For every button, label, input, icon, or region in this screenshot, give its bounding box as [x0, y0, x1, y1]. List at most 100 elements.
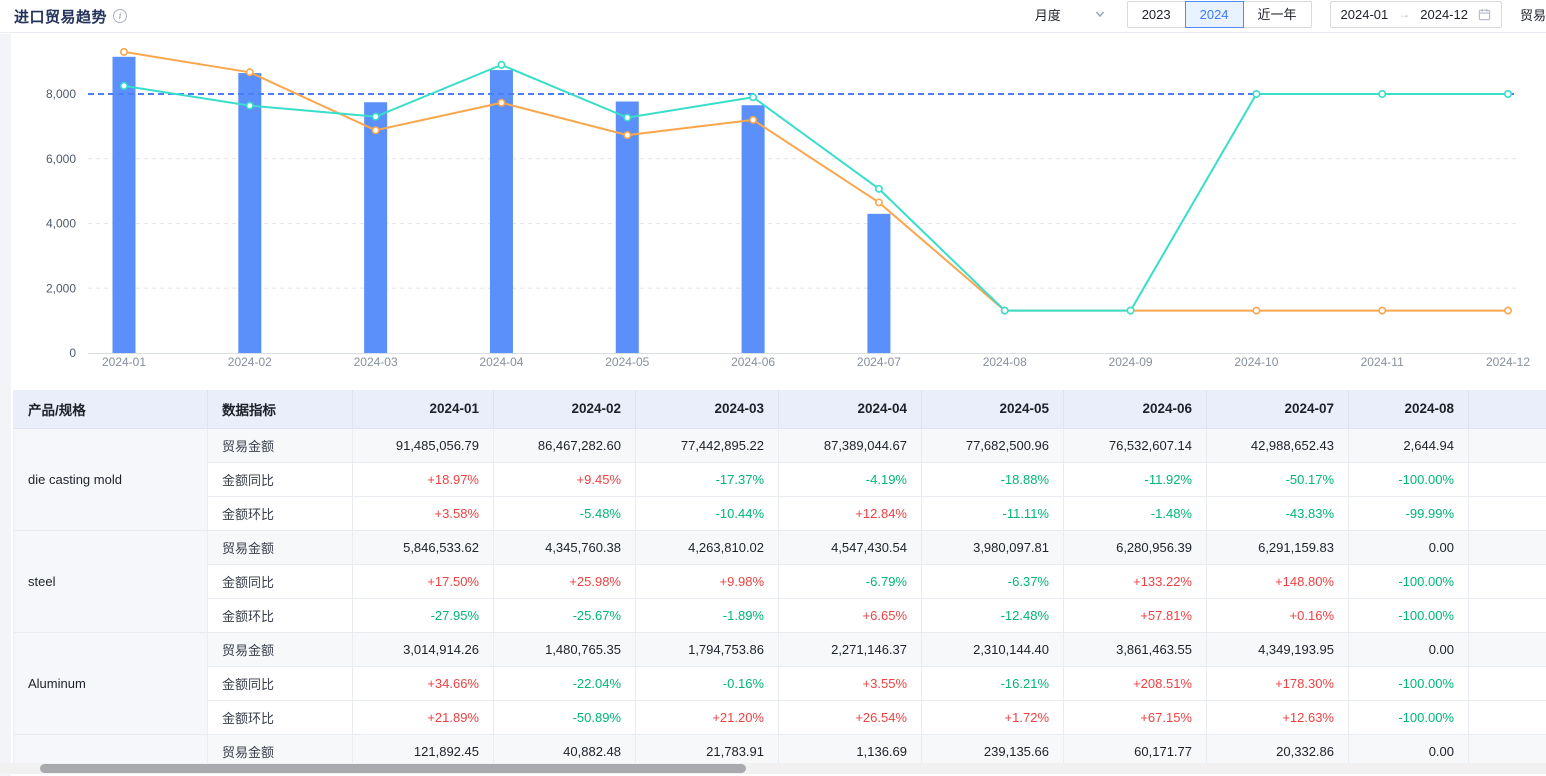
trend-line-teal-point[interactable]	[1252, 89, 1261, 98]
trend-line-orange-point[interactable]	[1252, 306, 1261, 315]
metric-label-cell: 金额同比	[207, 666, 353, 701]
x-axis-label: 2024-03	[354, 355, 398, 369]
amount-cell: 0.00	[1348, 734, 1469, 769]
percent-cell: -10.44%	[635, 496, 779, 531]
info-icon[interactable]: i	[113, 9, 128, 23]
percent-cell: +133.22%	[1063, 564, 1207, 599]
x-axis-label: 2024-08	[983, 355, 1027, 369]
percent-cell: +17.50%	[352, 564, 494, 599]
percent-cell: +3.55%	[778, 666, 922, 701]
amount-cell: 239,135.66	[921, 734, 1064, 769]
trend-line-teal-point[interactable]	[1378, 89, 1387, 98]
empty-cell	[1468, 666, 1546, 701]
chart-bar[interactable]	[112, 56, 136, 353]
horizontal-scrollbar[interactable]	[0, 763, 1546, 774]
trend-line-orange-point[interactable]	[874, 198, 883, 207]
amount-cell: 0.00	[1348, 530, 1469, 565]
trend-line-teal-point[interactable]	[874, 184, 883, 193]
amount-cell: 1,794,753.86	[635, 632, 779, 667]
trade-type-label-partial[interactable]: 贸易	[1519, 7, 1546, 23]
trend-line-teal-point[interactable]	[371, 112, 380, 121]
chart-bar[interactable]	[615, 101, 639, 354]
empty-cell	[1468, 632, 1546, 667]
amount-cell: 6,291,159.83	[1206, 530, 1349, 565]
percent-cell: +34.66%	[352, 666, 494, 701]
trend-line-teal-point[interactable]	[120, 81, 129, 90]
trend-line-orange-point[interactable]	[1378, 306, 1387, 315]
date-start-value: 2024-01	[1340, 6, 1389, 22]
amount-cell: 2,310,144.40	[921, 632, 1064, 667]
chart-bar[interactable]	[741, 105, 765, 353]
percent-cell: -1.89%	[635, 598, 779, 633]
table-row: 金额环比 +21.89% -50.89% +21.20% +26.54% +1.72% +6…	[14, 700, 1546, 735]
segment-button-2023[interactable]: 2023	[1126, 0, 1186, 28]
chevron-down-icon	[1095, 11, 1104, 18]
amount-cell: 42,988,652.43	[1206, 428, 1349, 463]
x-axis-label: 2024-07	[857, 355, 901, 369]
empty-cell	[1468, 428, 1546, 463]
x-axis-label: 2024-11	[1361, 355, 1404, 369]
segment-button-2024[interactable]: 2024	[1184, 0, 1244, 28]
percent-cell: -100.00%	[1348, 598, 1469, 633]
trend-line-teal-point[interactable]	[245, 101, 254, 110]
trade-trend-chart: 0 2,000 4,000 6,000 8,000 2024-01 2024-02 2024-…	[0, 35, 1546, 380]
amount-cell: 5,846,533.62	[352, 530, 494, 565]
empty-cell	[1468, 734, 1546, 769]
left-edge-strip	[0, 34, 11, 776]
product-name-cell: steel	[13, 530, 208, 633]
chart-bar[interactable]	[867, 213, 891, 353]
trend-line-orange-point[interactable]	[120, 47, 129, 56]
percent-cell: +9.45%	[493, 462, 636, 497]
calendar-icon	[1478, 8, 1491, 20]
amount-cell: 3,861,463.55	[1063, 632, 1207, 667]
column-header: 2024-07	[1206, 390, 1349, 429]
year-button-group: 2023 2024 近一年	[1126, 0, 1312, 28]
percent-cell: +9.98%	[635, 564, 779, 599]
segment-button-近一年[interactable]: 近一年	[1242, 0, 1312, 28]
granularity-select[interactable]: 月度	[1031, 1, 1109, 27]
trend-line-teal-point[interactable]	[1126, 306, 1135, 315]
trend-line-orange-point[interactable]	[245, 68, 254, 77]
column-header: 2024-03	[635, 390, 779, 429]
trend-line-orange-point[interactable]	[371, 126, 380, 135]
chart-bar[interactable]	[489, 70, 513, 353]
trend-line-orange-point[interactable]	[497, 98, 506, 107]
metric-label-cell: 金额环比	[207, 496, 353, 531]
percent-cell: -6.37%	[921, 564, 1064, 599]
granularity-label: 月度	[1034, 7, 1061, 23]
trend-line-orange-point[interactable]	[623, 131, 632, 140]
percent-cell: +67.15%	[1063, 700, 1207, 735]
trend-line-orange-point[interactable]	[749, 115, 758, 124]
metric-label-cell: 金额环比	[207, 700, 353, 735]
y-axis-tick-label: 4,000	[46, 217, 76, 231]
trend-line-teal-point[interactable]	[1000, 306, 1009, 315]
percent-cell: +148.80%	[1206, 564, 1349, 599]
percent-cell: -17.37%	[635, 462, 779, 497]
date-end-value: 2024-12	[1420, 6, 1468, 22]
percent-cell: -22.04%	[493, 666, 636, 701]
amount-cell: 91,485,056.79	[352, 428, 494, 463]
date-range-picker[interactable]: 2024-01 → 2024-12	[1329, 0, 1502, 28]
amount-cell: 4,345,760.38	[493, 530, 636, 565]
y-axis-tick-label: 8,000	[46, 87, 76, 101]
trend-line-teal-point[interactable]	[1504, 89, 1513, 98]
trend-line-teal-point[interactable]	[749, 93, 758, 102]
empty-cell	[1468, 700, 1546, 735]
percent-cell: -11.11%	[921, 496, 1064, 531]
amount-cell: 20,332.86	[1206, 734, 1349, 769]
trend-line-teal-point[interactable]	[497, 60, 506, 69]
chart-bar[interactable]	[364, 102, 388, 353]
metric-label-cell: 金额同比	[207, 462, 353, 497]
metric-label-cell: 金额环比	[207, 598, 353, 633]
column-header: 2024-01	[352, 390, 494, 429]
chart-canvas[interactable]: 0 2,000 4,000 6,000 8,000 2024-01 2024-02 2024-…	[0, 35, 1546, 380]
trend-line-teal-point[interactable]	[623, 113, 632, 122]
empty-cell	[1468, 462, 1546, 497]
trend-line-orange-point[interactable]	[1504, 306, 1513, 315]
product-name-cell: die casting mold	[13, 428, 208, 531]
chart-bar[interactable]	[238, 73, 262, 354]
percent-cell: -100.00%	[1348, 564, 1469, 599]
x-axis-label: 2024-01	[102, 355, 146, 369]
scrollbar-thumb[interactable]	[40, 764, 746, 773]
table-row: 金额同比 +18.97% +9.45% -17.37% -4.19% -18.88% -11…	[14, 462, 1546, 497]
